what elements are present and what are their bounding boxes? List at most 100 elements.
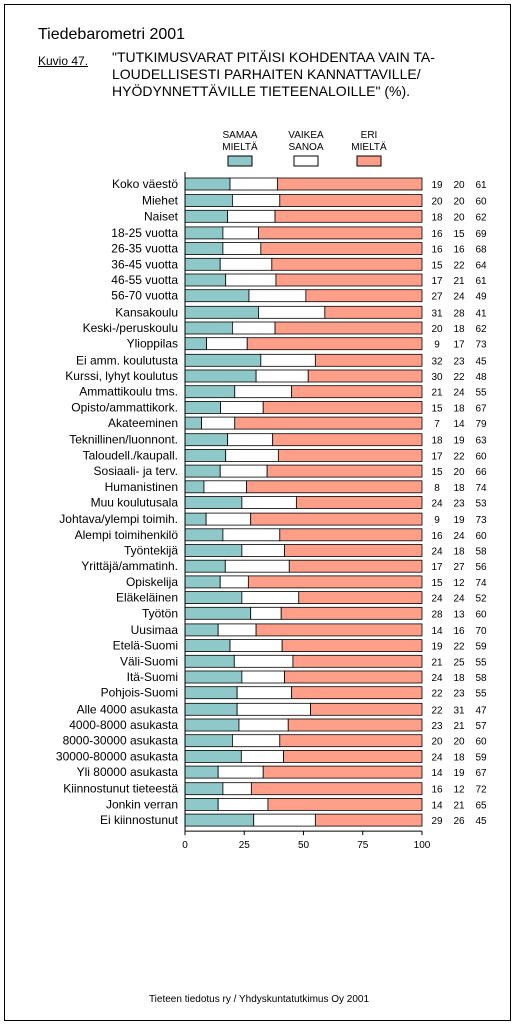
category-label: 36-45 vuotta xyxy=(111,257,178,271)
data-label: 15 xyxy=(453,229,465,240)
x-tick-label: 100 xyxy=(414,840,431,851)
data-label: 14 xyxy=(431,800,443,811)
bar-segment xyxy=(217,623,257,637)
data-label: 58 xyxy=(475,673,487,684)
data-label: 13 xyxy=(453,609,465,620)
bar-segment xyxy=(206,337,248,351)
bar-segment xyxy=(184,686,238,700)
data-label: 17 xyxy=(453,340,465,351)
bar-segment xyxy=(234,385,293,399)
data-label: 27 xyxy=(431,292,443,303)
bar-segment xyxy=(234,416,423,430)
bar-segment xyxy=(266,464,423,478)
data-label: 29 xyxy=(431,816,443,827)
bar-segment xyxy=(295,496,423,509)
category-label: Ei kiinnostunut xyxy=(100,813,179,827)
data-label: 16 xyxy=(431,785,443,796)
data-label: 21 xyxy=(431,388,443,399)
category-label: Työtön xyxy=(142,606,178,620)
figure-frame xyxy=(4,4,511,1021)
category-label: Etelä-Suomi xyxy=(113,639,178,653)
data-label: 16 xyxy=(453,626,465,637)
data-label: 21 xyxy=(453,800,465,811)
bar-segment xyxy=(241,544,285,557)
data-label: 16 xyxy=(431,531,443,542)
bar-segment xyxy=(275,273,423,287)
bar-segment xyxy=(277,448,423,462)
category-label: Eläkeläinen xyxy=(116,591,178,605)
bar-segment xyxy=(184,321,233,335)
data-label: 18 xyxy=(431,436,443,447)
bar-segment xyxy=(184,528,224,542)
category-label: Kansakoulu xyxy=(115,305,178,319)
category-label: 30000-80000 asukasta xyxy=(56,749,178,763)
data-label: 24 xyxy=(431,673,443,684)
bar-segment xyxy=(324,305,423,319)
bar-segment xyxy=(250,512,423,526)
bar-segment xyxy=(250,606,282,620)
bar-segment xyxy=(241,591,300,604)
category-label: Itä-Suomi xyxy=(127,670,178,684)
data-label: 48 xyxy=(475,372,487,383)
bar-segment xyxy=(231,734,281,748)
bar-segment xyxy=(184,639,231,652)
bar-segment xyxy=(225,448,279,462)
data-label: 58 xyxy=(475,547,487,558)
data-label: 15 xyxy=(431,403,443,414)
data-label: 17 xyxy=(431,276,443,287)
category-label: Miehet xyxy=(142,194,179,208)
bar-segment xyxy=(292,654,423,668)
bar-segment xyxy=(184,750,242,763)
bar-segment xyxy=(258,226,423,240)
bar-segment xyxy=(184,337,207,351)
bar-segment xyxy=(253,813,316,827)
data-label: 7 xyxy=(434,419,440,430)
bar-segment xyxy=(219,575,249,589)
bar-segment xyxy=(279,528,423,542)
bar-segment xyxy=(184,718,240,732)
data-label: 31 xyxy=(431,308,443,319)
data-label: 18 xyxy=(453,403,465,414)
bar-segment xyxy=(227,209,276,223)
bar-segment xyxy=(219,257,273,271)
category-label: Taloudell./kaupall. xyxy=(83,448,178,462)
data-label: 61 xyxy=(475,276,487,287)
bar-segment xyxy=(279,734,423,748)
category-label: Työntekijä xyxy=(124,544,178,558)
category-label: 46-55 vuotta xyxy=(111,273,178,287)
bar-segment xyxy=(184,575,221,589)
bar-segment xyxy=(184,623,219,637)
bar-segment xyxy=(184,782,224,796)
data-label: 14 xyxy=(453,419,465,430)
bar-segment xyxy=(222,782,252,796)
legend-swatch xyxy=(227,155,253,167)
category-label: 26-35 vuotta xyxy=(111,242,178,256)
bar-segment xyxy=(184,544,243,557)
bar-segment xyxy=(184,353,262,367)
x-tick-label: 25 xyxy=(239,840,251,851)
data-label: 19 xyxy=(431,642,443,653)
bar-segment xyxy=(227,433,274,447)
bar-segment xyxy=(222,528,281,542)
category-label: Johtava/ylempi toimih. xyxy=(59,512,178,526)
data-label: 22 xyxy=(453,372,465,383)
bar-segment xyxy=(274,209,423,223)
bar-segment xyxy=(291,385,423,399)
data-label: 17 xyxy=(431,562,443,573)
data-label: 17 xyxy=(431,451,443,462)
bar-segment xyxy=(236,686,293,700)
bar-segment xyxy=(184,226,224,240)
bar-segment xyxy=(184,177,231,191)
bar-segment xyxy=(184,559,226,573)
data-label: 15 xyxy=(431,467,443,478)
category-label: 4000-8000 asukasta xyxy=(69,718,178,732)
data-label: 20 xyxy=(453,212,465,223)
category-label: Väli-Suomi xyxy=(120,654,178,668)
category-label: Opiskelija xyxy=(126,575,178,589)
bar-segment xyxy=(184,813,255,827)
data-label: 31 xyxy=(453,705,465,716)
bar-segment xyxy=(184,305,259,319)
data-label: 12 xyxy=(453,578,465,589)
data-label: 20 xyxy=(431,324,443,335)
